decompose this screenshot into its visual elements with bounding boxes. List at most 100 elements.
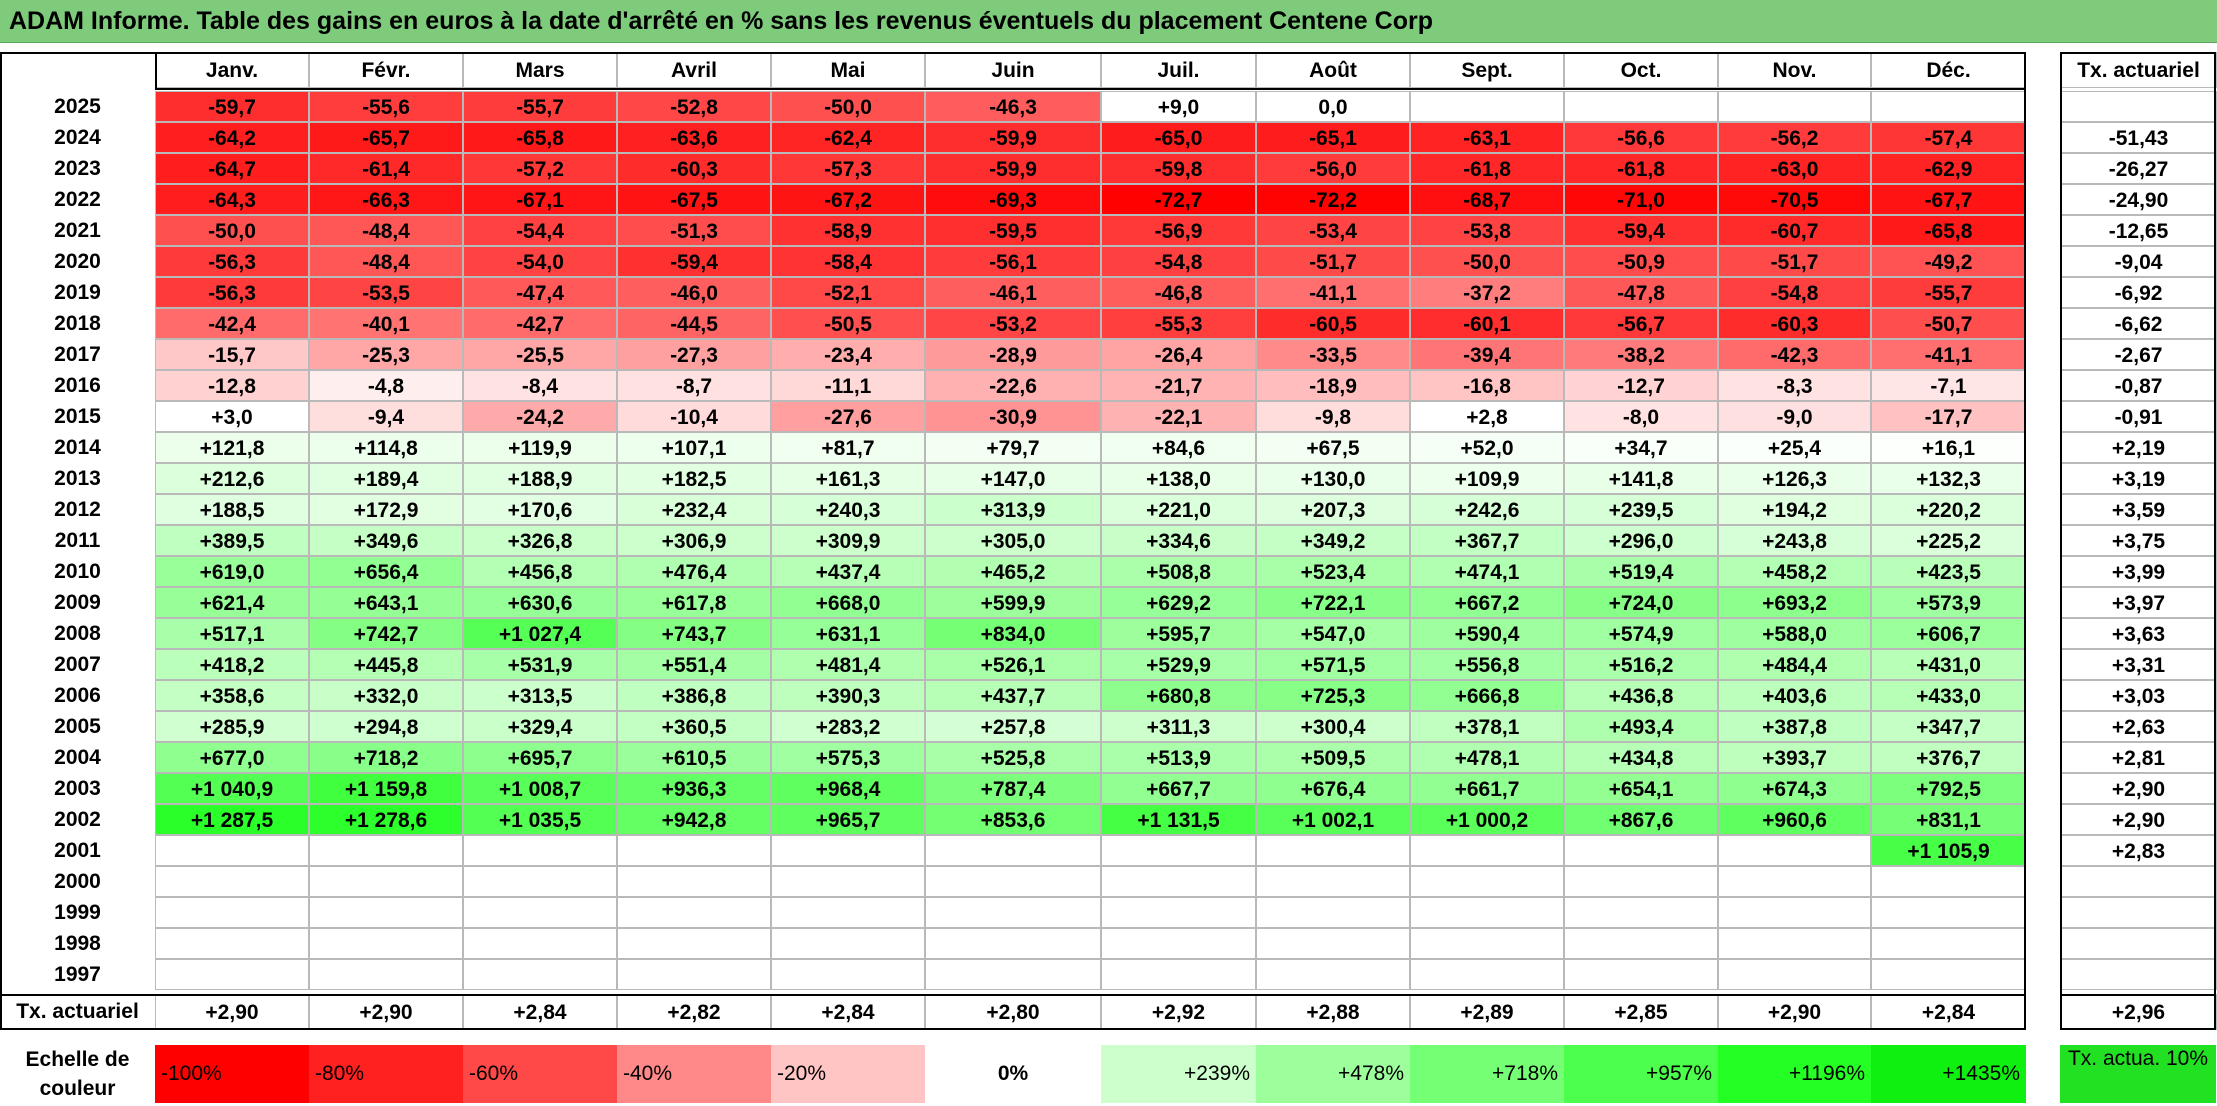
- table-cell[interactable]: [309, 959, 463, 990]
- table-cell[interactable]: +606,7: [1871, 618, 2026, 649]
- table-cell[interactable]: +1 027,4: [463, 618, 617, 649]
- table-cell[interactable]: [1410, 959, 1564, 990]
- table-cell[interactable]: +722,1: [1256, 587, 1410, 618]
- table-cell[interactable]: [771, 835, 925, 866]
- table-cell[interactable]: -56,7: [1564, 308, 1718, 339]
- table-cell[interactable]: [1718, 91, 1871, 122]
- table-cell[interactable]: +81,7: [771, 432, 925, 463]
- table-cell[interactable]: +1 000,2: [1410, 804, 1564, 835]
- table-cell[interactable]: -47,8: [1564, 277, 1718, 308]
- table-cell[interactable]: [463, 866, 617, 897]
- table-cell[interactable]: +936,3: [617, 773, 771, 804]
- table-cell[interactable]: [1410, 91, 1564, 122]
- table-cell[interactable]: +376,7: [1871, 742, 2026, 773]
- table-cell[interactable]: +194,2: [1718, 494, 1871, 525]
- table-cell[interactable]: +138,0: [1101, 463, 1256, 494]
- table-cell[interactable]: -56,6: [1564, 122, 1718, 153]
- table-cell[interactable]: -42,3: [1718, 339, 1871, 370]
- table-cell[interactable]: +867,6: [1564, 804, 1718, 835]
- table-cell[interactable]: +465,2: [925, 556, 1101, 587]
- table-cell[interactable]: -54,0: [463, 246, 617, 277]
- table-cell[interactable]: +161,3: [771, 463, 925, 494]
- table-cell[interactable]: [617, 928, 771, 959]
- table-cell[interactable]: [617, 959, 771, 990]
- table-cell[interactable]: +853,6: [925, 804, 1101, 835]
- table-cell[interactable]: +126,3: [1718, 463, 1871, 494]
- table-cell[interactable]: [1718, 866, 1871, 897]
- table-cell[interactable]: +476,4: [617, 556, 771, 587]
- table-cell[interactable]: -59,8: [1101, 153, 1256, 184]
- table-cell[interactable]: +743,7: [617, 618, 771, 649]
- table-cell[interactable]: -8,7: [617, 370, 771, 401]
- table-cell[interactable]: +300,4: [1256, 711, 1410, 742]
- table-cell[interactable]: +674,3: [1718, 773, 1871, 804]
- table-cell[interactable]: [925, 897, 1101, 928]
- table-cell[interactable]: -23,4: [771, 339, 925, 370]
- table-cell[interactable]: +242,6: [1410, 494, 1564, 525]
- table-cell[interactable]: +119,9: [463, 432, 617, 463]
- table-cell[interactable]: [1564, 959, 1718, 990]
- table-cell[interactable]: -22,1: [1101, 401, 1256, 432]
- table-cell[interactable]: -50,0: [155, 215, 309, 246]
- table-cell[interactable]: [1564, 91, 1718, 122]
- table-cell[interactable]: +220,2: [1871, 494, 2026, 525]
- table-cell[interactable]: +610,5: [617, 742, 771, 773]
- table-cell[interactable]: +332,0: [309, 680, 463, 711]
- table-cell[interactable]: [925, 866, 1101, 897]
- table-cell[interactable]: [1410, 897, 1564, 928]
- table-cell[interactable]: +1 287,5: [155, 804, 309, 835]
- table-cell[interactable]: +519,4: [1564, 556, 1718, 587]
- table-cell[interactable]: +367,7: [1410, 525, 1564, 556]
- table-cell[interactable]: -55,7: [463, 91, 617, 122]
- table-cell[interactable]: +695,7: [463, 742, 617, 773]
- table-cell[interactable]: +574,9: [1564, 618, 1718, 649]
- table-cell[interactable]: +436,8: [1564, 680, 1718, 711]
- table-cell[interactable]: +243,8: [1718, 525, 1871, 556]
- table-cell[interactable]: +423,5: [1871, 556, 2026, 587]
- table-cell[interactable]: 0,0: [1256, 91, 1410, 122]
- table-cell[interactable]: +189,4: [309, 463, 463, 494]
- table-cell[interactable]: [1871, 959, 2026, 990]
- table-cell[interactable]: +968,4: [771, 773, 925, 804]
- table-cell[interactable]: -53,2: [925, 308, 1101, 339]
- table-cell[interactable]: +599,9: [925, 587, 1101, 618]
- table-cell[interactable]: +378,1: [1410, 711, 1564, 742]
- table-cell[interactable]: +16,1: [1871, 432, 2026, 463]
- table-cell[interactable]: -24,2: [463, 401, 617, 432]
- table-cell[interactable]: +523,4: [1256, 556, 1410, 587]
- table-cell[interactable]: -59,4: [1564, 215, 1718, 246]
- table-cell[interactable]: -22,6: [925, 370, 1101, 401]
- table-cell[interactable]: +556,8: [1410, 649, 1564, 680]
- table-cell[interactable]: -28,9: [925, 339, 1101, 370]
- table-cell[interactable]: +667,7: [1101, 773, 1256, 804]
- table-cell[interactable]: -54,8: [1101, 246, 1256, 277]
- table-cell[interactable]: -56,1: [925, 246, 1101, 277]
- table-cell[interactable]: -56,2: [1718, 122, 1871, 153]
- table-cell[interactable]: -61,4: [309, 153, 463, 184]
- table-cell[interactable]: +445,8: [309, 649, 463, 680]
- table-cell[interactable]: -57,4: [1871, 122, 2026, 153]
- table-cell[interactable]: -51,3: [617, 215, 771, 246]
- table-cell[interactable]: -50,5: [771, 308, 925, 339]
- table-cell[interactable]: -55,7: [1871, 277, 2026, 308]
- table-cell[interactable]: +508,8: [1101, 556, 1256, 587]
- table-cell[interactable]: +526,1: [925, 649, 1101, 680]
- table-cell[interactable]: +360,5: [617, 711, 771, 742]
- table-cell[interactable]: +792,5: [1871, 773, 2026, 804]
- table-cell[interactable]: -65,8: [1871, 215, 2026, 246]
- table-cell[interactable]: -12,8: [155, 370, 309, 401]
- table-cell[interactable]: -67,5: [617, 184, 771, 215]
- table-cell[interactable]: -67,2: [771, 184, 925, 215]
- table-cell[interactable]: +418,2: [155, 649, 309, 680]
- table-cell[interactable]: +965,7: [771, 804, 925, 835]
- table-cell[interactable]: +147,0: [925, 463, 1101, 494]
- table-cell[interactable]: -50,0: [1410, 246, 1564, 277]
- table-cell[interactable]: -30,9: [925, 401, 1101, 432]
- table-cell[interactable]: -54,8: [1718, 277, 1871, 308]
- table-cell[interactable]: -63,1: [1410, 122, 1564, 153]
- table-cell[interactable]: +389,5: [155, 525, 309, 556]
- table-cell[interactable]: +617,8: [617, 587, 771, 618]
- table-cell[interactable]: [1101, 866, 1256, 897]
- table-cell[interactable]: [771, 959, 925, 990]
- table-cell[interactable]: [155, 835, 309, 866]
